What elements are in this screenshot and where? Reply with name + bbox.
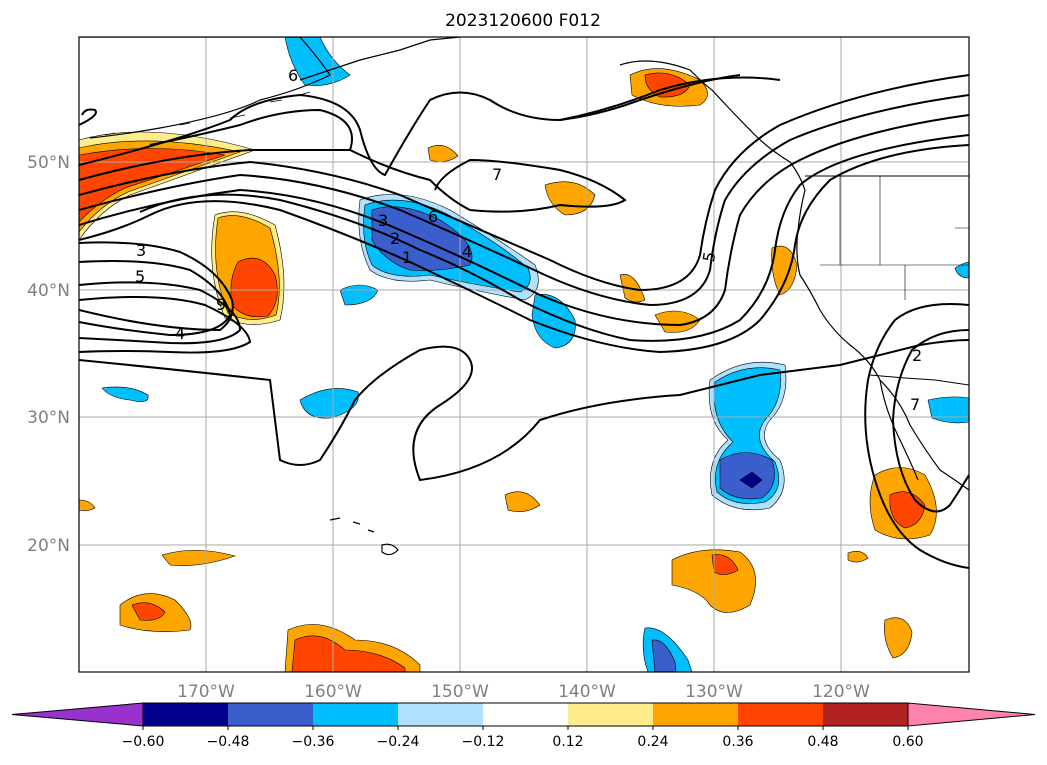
- lon-tick-label: 170°W: [177, 682, 235, 702]
- contour-line: [79, 144, 969, 354]
- contour-line: [79, 108, 627, 213]
- contour-line: [139, 134, 969, 342]
- lon-tick-label: 140°W: [558, 682, 616, 702]
- alaska-coast: [79, 37, 461, 139]
- lat-tick-label: 40°N: [27, 281, 70, 301]
- longitude-axis: 170°W 160°W 150°W 140°W 130°W 120°W: [177, 682, 870, 702]
- contour-label: 2: [912, 346, 922, 365]
- colorbar-swatch: [568, 703, 653, 726]
- colorbar: −0.60 −0.48 −0.36 −0.24 −0.12 0.12 0.24 0.36 0.4…: [11, 702, 1036, 750]
- anomaly-region: [230, 257, 278, 318]
- anomaly-region: [101, 386, 149, 402]
- anomaly-region: [504, 491, 541, 512]
- colorbar-swatch: [143, 703, 228, 726]
- hawaii-islands: [329, 517, 399, 556]
- map-frame: [78, 36, 970, 673]
- colorbar-swatch: [398, 703, 483, 726]
- contour-label: 6: [288, 66, 298, 85]
- anomaly-region: [79, 499, 96, 511]
- anomaly-region: [847, 551, 869, 563]
- contour-label: 6: [428, 207, 438, 226]
- contour-labels: 6 7 3 6 2 1 4 5 3 5 9 4 2 7: [135, 66, 922, 414]
- anomaly-region: [131, 602, 166, 621]
- colorbar-swatch: [483, 703, 568, 726]
- anomaly-region: [651, 639, 677, 672]
- colorbar-tick-label: 0.24: [637, 734, 668, 750]
- colorbar-tick-label: −0.12: [462, 734, 505, 750]
- colorbar-tick-label: −0.60: [122, 734, 165, 750]
- anomaly-region: [427, 145, 459, 163]
- anomaly-region: [299, 388, 359, 419]
- colorbar-swatch: [653, 703, 738, 726]
- anomaly-region: [161, 549, 237, 566]
- cool-anomaly-fields: [101, 37, 969, 672]
- contour-line: [79, 94, 969, 307]
- contour-label: 9: [216, 295, 226, 314]
- colorbar-outline: [142, 702, 909, 727]
- lat-tick-label: 30°N: [27, 408, 70, 428]
- contour-label: 3: [378, 211, 388, 230]
- contour-label: 5: [135, 267, 145, 286]
- colorbar-tick-label: −0.24: [377, 734, 420, 750]
- contour-label: 5: [699, 250, 719, 263]
- colorbar-extend-low: [11, 702, 144, 727]
- contour-line: [79, 76, 781, 126]
- colorbar-swatch: [823, 703, 908, 726]
- lon-tick-label: 120°W: [812, 682, 870, 702]
- height-contours: [79, 74, 969, 569]
- anomaly-region: [884, 617, 913, 659]
- contour-line: [79, 241, 234, 332]
- contour-line: [891, 329, 969, 513]
- lat-tick-label: 50°N: [27, 153, 70, 173]
- colorbar-tick-label: 0.36: [722, 734, 753, 750]
- colorbar-extend-high: [907, 702, 1036, 727]
- contour-line: [79, 260, 232, 337]
- colorbar-swatch: [738, 703, 823, 726]
- contour-label: 7: [910, 395, 920, 414]
- contour-line: [79, 295, 252, 354]
- contour-line: [79, 281, 242, 345]
- contour-line: [864, 303, 969, 569]
- colorbar-tick-label: −0.36: [292, 734, 335, 750]
- anomaly-region: [531, 293, 576, 349]
- contour-line: [79, 74, 969, 292]
- colorbar-tick-label: 0.12: [552, 734, 583, 750]
- anomaly-region: [711, 554, 739, 575]
- aleutian-islands: [104, 91, 311, 136]
- colorbar-tick-label: −0.48: [207, 734, 250, 750]
- colorbar-tick-label: 0.60: [892, 734, 923, 750]
- anomaly-region: [739, 471, 763, 489]
- anomaly-region: [284, 37, 351, 86]
- contour-line: [79, 114, 969, 327]
- contour-label: 2: [390, 229, 400, 248]
- lon-tick-label: 150°W: [431, 682, 489, 702]
- colorbar-swatches: [11, 702, 1036, 727]
- colorbar-ticks: −0.60 −0.48 −0.36 −0.24 −0.12 0.12 0.24 0.36 0.4…: [122, 726, 924, 750]
- lon-tick-label: 130°W: [685, 682, 743, 702]
- contour-label: 4: [175, 324, 185, 343]
- colorbar-tick-label: 0.48: [807, 734, 838, 750]
- contour-line: [79, 74, 741, 177]
- us-mexico-border: [869, 374, 969, 386]
- latitude-axis: 50°N 40°N 30°N 20°N: [27, 153, 70, 556]
- contour-label: 4: [462, 242, 472, 261]
- contour-label: 3: [136, 241, 146, 260]
- contour-label: 7: [492, 165, 502, 184]
- anomaly-region: [927, 396, 969, 424]
- baja-coast: [879, 379, 919, 481]
- us-west-coast: [796, 189, 969, 491]
- lon-tick-label: 160°W: [304, 682, 362, 702]
- map-title: 2023120600 F012: [445, 11, 601, 31]
- lat-tick-label: 20°N: [27, 536, 70, 556]
- state-borders: [820, 176, 969, 300]
- map-panel: 6 7 3 6 2 1 4 5 3 5 9 4 2 7: [79, 37, 969, 672]
- anomaly-region: [291, 635, 406, 672]
- anomaly-region: [771, 245, 798, 296]
- colorbar-swatch: [228, 703, 313, 726]
- colorbar-swatch: [313, 703, 398, 726]
- contour-line: [79, 339, 969, 482]
- contour-label: 1: [402, 248, 412, 267]
